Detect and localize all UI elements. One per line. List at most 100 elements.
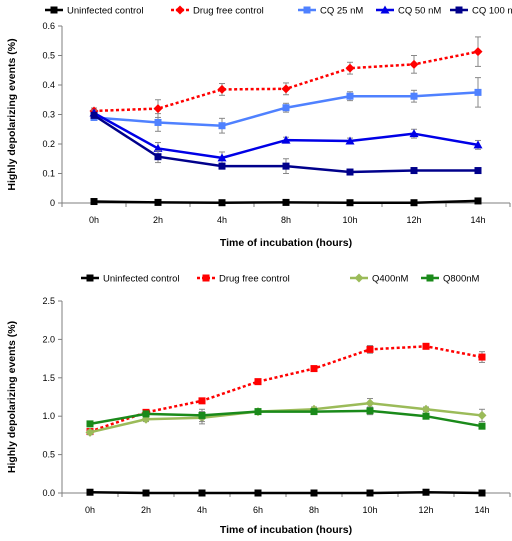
top-chart-x-tick-label: 12h [406,215,421,225]
top-chart-legend-item: CQ 25 nM [298,6,363,17]
top-chart-legend-swatch-marker [303,6,311,14]
bottom-chart-x-tick-label: 12h [418,505,433,515]
top-chart-x-tick-label: 4h [217,215,227,225]
bottom-chart-legend-label: Drug free control [219,274,290,285]
bottom-chart-x-axis-title: Time of incubation (hours) [220,524,352,536]
top-chart-legend-item: Drug free control [171,5,264,17]
bottom-chart-data-point [422,488,430,496]
top-chart-data-point [153,104,163,114]
top-chart-data-point [345,63,355,73]
bottom-chart-data-point [478,353,486,361]
top-chart-x-tick-label: 14h [470,215,485,225]
top-chart-data-point [346,92,354,100]
bottom-chart-x-tick-label: 10h [362,505,377,515]
bottom-chart-legend-label: Uninfected control [103,274,180,285]
top-chart-data-point [281,135,291,144]
top-chart-legend-swatch-marker [380,5,390,14]
bottom-chart-data-point [422,412,430,420]
top-chart-data-point [346,168,354,176]
bottom-chart-x-tick-label: 2h [141,505,151,515]
top-chart-data-point [410,92,418,100]
top-chart-legend: Uninfected control Drug free control CQ 25… [45,5,512,17]
bottom-chart-x-tick-label: 0h [85,505,95,515]
bottom-chart-series [86,406,486,430]
bottom-chart-data-point [254,489,262,497]
bottom-chart-legend-swatch-marker [86,274,94,282]
chart-top: Uninfected control Drug free control CQ 25… [6,5,512,249]
bottom-chart-legend-item: Drug free control [197,274,290,285]
top-chart-series-line [93,50,479,113]
bottom-chart-data-point [142,489,150,497]
bottom-chart-y-tick-label: 0.5 [42,450,55,460]
top-chart-series [89,108,483,165]
top-chart-legend-label: Drug free control [193,6,264,17]
top-chart-data-point [282,104,290,112]
bottom-chart-data-point [477,410,487,420]
top-chart-data-point [473,140,483,149]
top-chart-y-tick-label: 0.4 [42,80,55,90]
top-chart-legend-item: CQ 100 nM [450,6,512,17]
bottom-chart-data-point [198,489,206,497]
top-chart-x-axis-title: Time of incubation (hours) [220,237,352,249]
chart-bottom: Uninfected control Drug free control Q400n… [6,273,511,536]
bottom-chart-legend-item: Q800nM [421,274,480,285]
bottom-chart-y-tick-label: 1.0 [42,411,55,421]
bottom-chart-legend-swatch-marker [354,273,364,283]
top-chart-data-point [410,167,418,175]
top-chart-y-tick-label: 0.6 [42,21,55,31]
top-chart-legend-label: CQ 25 nM [320,6,363,17]
bottom-chart-data-point [142,410,150,418]
top-chart-y-tick-label: 0.5 [42,51,55,61]
top-chart-series [90,111,482,176]
top-chart-data-point [154,153,162,161]
top-chart-y-tick-label: 0.1 [42,169,55,179]
bottom-chart-y-tick-label: 2.5 [42,296,55,306]
bottom-chart-data-point [365,398,375,408]
top-chart-y-tick-label: 0 [50,198,55,208]
bottom-chart-data-point [85,427,95,437]
bottom-chart-series [86,488,486,497]
top-chart-legend-item: CQ 50 nM [376,5,441,17]
top-chart-x-tick-label: 10h [342,215,357,225]
bottom-chart-data-point [366,407,374,415]
top-chart-legend-swatch-marker [50,6,58,14]
top-chart-data-point [90,111,98,119]
top-chart-data-point [409,59,419,69]
bottom-chart-data-point [86,488,94,496]
top-chart-data-point [218,199,226,207]
top-chart-data-point [474,167,482,175]
top-chart-y-axis-title: Highly depolarizing events (%) [6,38,18,190]
bottom-chart-y-tick-label: 2.0 [42,334,55,344]
bottom-chart-series-line [89,345,483,433]
bottom-chart-data-point [421,404,431,414]
bottom-chart-data-point [86,420,94,428]
bottom-chart-x-tick-label: 8h [309,505,319,515]
bottom-chart-data-point [310,489,318,497]
bottom-chart-legend-swatch-marker [202,274,210,282]
bottom-chart-data-point [198,411,206,419]
top-chart-legend-label: Uninfected control [67,6,144,17]
top-chart-legend-item: Uninfected control [45,6,144,17]
bottom-chart-data-point [478,422,486,430]
top-chart-data-point [217,84,227,94]
bottom-chart-legend-label: Q800nM [443,274,480,285]
top-chart-x-tick-label: 0h [89,215,99,225]
top-chart-legend-swatch-marker [175,5,185,15]
top-chart-data-point [218,122,226,130]
bottom-chart-data-point [478,489,486,497]
bottom-chart-legend-swatch-marker [426,274,434,282]
top-chart-data-point [217,153,227,162]
top-chart-y-tick-label: 0.3 [42,110,55,120]
bottom-chart-legend: Uninfected control Drug free control Q400n… [81,273,480,285]
bottom-chart-data-point [198,397,206,405]
top-chart-data-point [282,198,290,206]
bottom-chart-data-point [254,378,262,386]
top-chart-data-point [153,143,163,152]
bottom-chart-data-point [366,345,374,353]
bottom-chart-data-point [310,365,318,373]
top-chart-y-tick-label: 0.2 [42,139,55,149]
top-chart-data-point [154,198,162,206]
bottom-chart-legend-item: Uninfected control [81,274,180,285]
bottom-chart-x-tick-label: 14h [474,505,489,515]
bottom-chart-legend-label: Q400nM [372,274,409,285]
